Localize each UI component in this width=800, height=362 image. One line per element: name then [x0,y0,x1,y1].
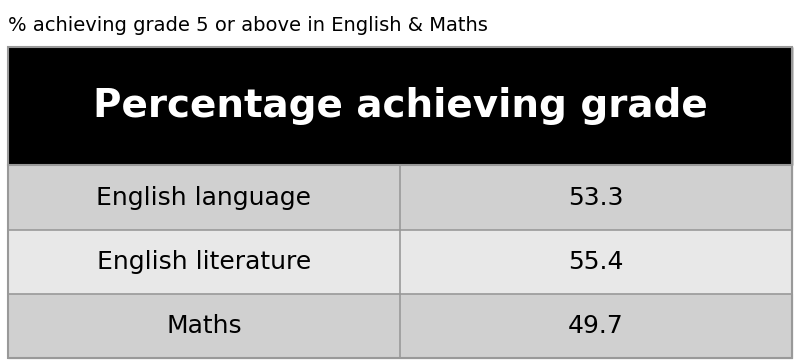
Bar [8,47,792,165]
Text: English literature: English literature [97,250,311,274]
Text: 55.4: 55.4 [568,250,624,274]
Text: 53.3: 53.3 [568,186,624,210]
Text: English language: English language [97,186,311,210]
Text: Percentage achieving grade: Percentage achieving grade [93,87,707,125]
Bar [8,230,792,294]
Text: 49.7: 49.7 [568,314,624,338]
Bar [8,294,792,358]
Bar [8,47,792,358]
Bar [8,165,792,230]
Text: % achieving grade 5 or above in English & Maths: % achieving grade 5 or above in English … [8,16,488,35]
Text: Maths: Maths [166,314,242,338]
